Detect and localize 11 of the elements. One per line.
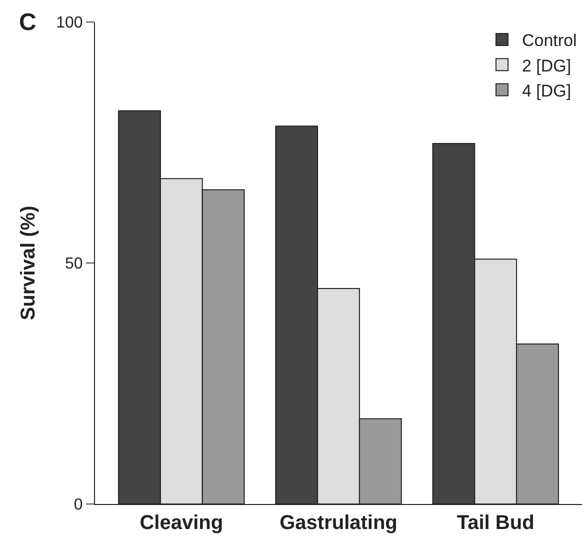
y-axis-title: Survival (%) bbox=[18, 206, 40, 320]
legend-label: Control bbox=[522, 31, 577, 50]
legend-label: 4 [DG] bbox=[522, 81, 572, 100]
y-tick-label: 0 bbox=[74, 496, 83, 514]
text: C bbox=[19, 9, 36, 36]
legend-label: 2 [DG] bbox=[522, 56, 572, 76]
x-tick-label: Tail Bud bbox=[456, 512, 534, 534]
y-tick-label: 100 bbox=[56, 14, 83, 32]
x-tick-label: Cleaving bbox=[140, 512, 224, 534]
x-tick-label: Gastrulating bbox=[280, 512, 398, 534]
y-tick-label: 50 bbox=[65, 256, 83, 273]
